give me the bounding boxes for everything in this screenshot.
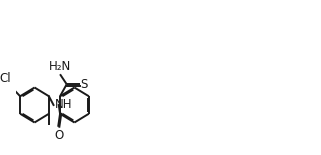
Text: O: O <box>54 129 63 142</box>
Text: H₂N: H₂N <box>49 60 71 73</box>
Text: S: S <box>81 78 88 91</box>
Text: NH: NH <box>55 98 73 111</box>
Text: Cl: Cl <box>0 72 11 85</box>
